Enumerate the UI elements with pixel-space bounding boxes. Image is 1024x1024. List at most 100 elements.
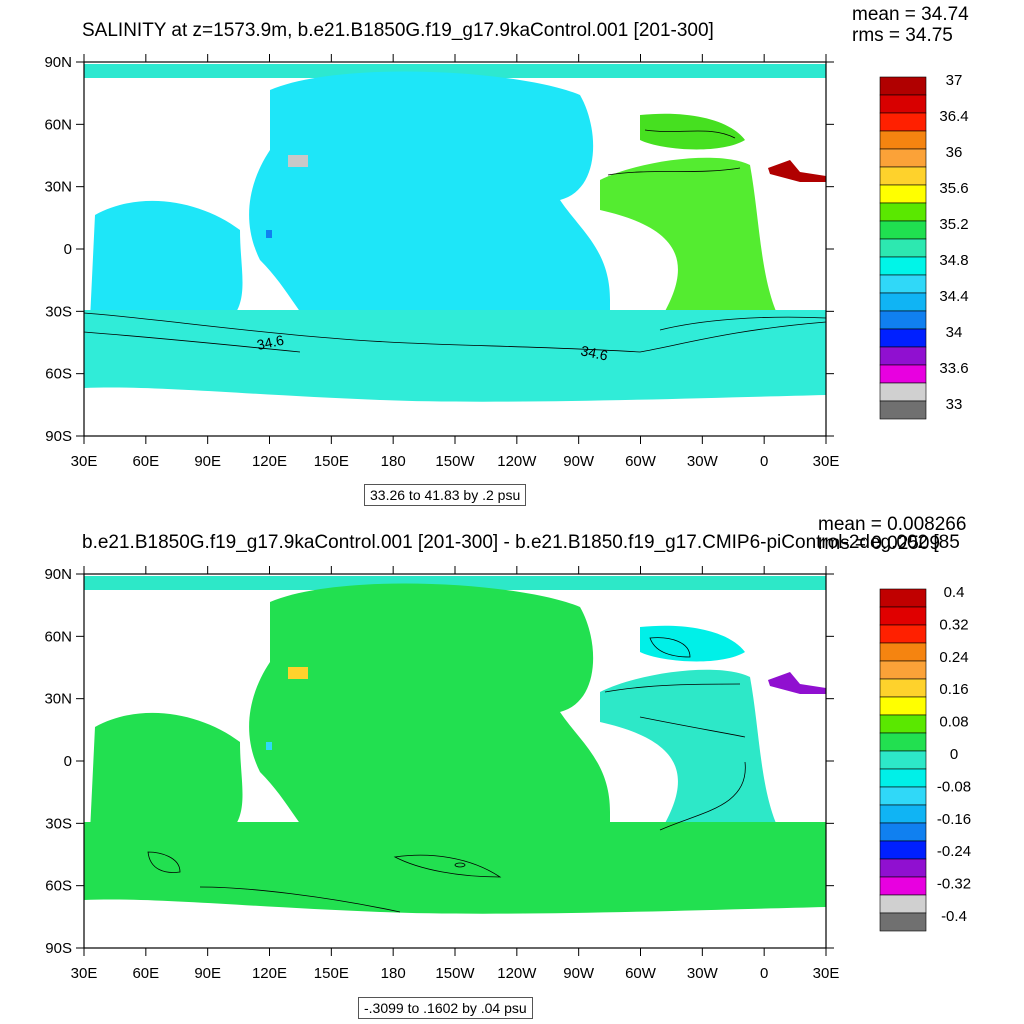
atlantic-ocean	[600, 157, 780, 320]
colorbar-swatch	[879, 876, 927, 896]
colorbar-swatch	[879, 184, 927, 204]
colorbar-swatch	[879, 256, 927, 276]
colorbar-swatch	[879, 130, 927, 150]
colorbar-swatch	[879, 660, 927, 680]
colorbar-label: 34.4	[939, 288, 968, 305]
colorbar-swatch	[879, 696, 927, 716]
panel-title: SALINITY at z=1573.9m, b.e21.B1850G.f19_…	[82, 20, 714, 41]
colorbar-swatch	[879, 894, 927, 914]
colorbar-label: -0.32	[937, 876, 971, 893]
colorbar-swatch	[879, 400, 927, 420]
lat-label: 60S	[45, 366, 72, 383]
lat-label: 60N	[44, 116, 72, 133]
colorbar-swatch	[879, 714, 927, 734]
lat-label: 60N	[44, 628, 72, 645]
lon-label: 150E	[314, 453, 349, 470]
lon-label: 150E	[314, 965, 349, 982]
rms-stat: rms = 0.02509	[818, 533, 940, 554]
colorbar-label: 0.16	[939, 681, 968, 698]
lon-label: 120E	[252, 453, 287, 470]
colorbar-label: 35.6	[939, 180, 968, 197]
lon-label: 90W	[563, 453, 595, 470]
colorbar-label: 0.24	[939, 649, 968, 666]
contour-label: 34.6	[255, 332, 285, 353]
colorbar-label: 33	[946, 396, 963, 413]
southern-ocean	[84, 822, 826, 914]
colorbar-swatch	[879, 912, 927, 932]
colorbar-label: 0.08	[939, 714, 968, 731]
colorbar-label: 0	[950, 746, 958, 763]
colorbar-swatch	[879, 382, 927, 402]
lon-label: 180	[381, 453, 406, 470]
colorbar-label: 35.2	[939, 216, 968, 233]
lon-label: 90E	[194, 965, 221, 982]
colorbar-swatch	[879, 804, 927, 824]
lat-label: 90S	[45, 940, 72, 957]
contour-info-box: -.3099 to .1602 by .04 psu	[358, 997, 533, 1019]
indian-ocean	[90, 712, 243, 832]
mean-stat: mean = 0.008266	[818, 514, 967, 535]
lon-label: 120W	[497, 453, 537, 470]
lon-label: 60W	[625, 453, 657, 470]
colorbar-swatch	[879, 76, 927, 96]
colorbar-swatch	[879, 768, 927, 788]
colorbar-swatch	[879, 166, 927, 186]
colorbar-label: -0.08	[937, 778, 971, 795]
colorbar-swatch	[879, 786, 927, 806]
colorbar-swatch	[879, 220, 927, 240]
lon-label: 120E	[252, 965, 287, 982]
lon-label: 90W	[563, 965, 595, 982]
lat-label: 30S	[45, 303, 72, 320]
colorbar-label: 34.8	[939, 252, 968, 269]
colorbar-swatch	[879, 112, 927, 132]
salinity-panel: SALINITY at z=1573.9m, b.e21.B1850G.f19_…	[44, 5, 969, 506]
colorbar-swatch	[879, 274, 927, 294]
colorbar-swatch	[879, 346, 927, 366]
colorbar-label: 33.6	[939, 360, 968, 377]
colorbar-swatch	[879, 750, 927, 770]
colorbar-label: -0.16	[937, 811, 971, 828]
atlantic-ocean	[600, 669, 780, 832]
arctic-ocean	[84, 64, 826, 78]
anomaly-patch	[288, 155, 308, 167]
contour-label: 34.6	[579, 342, 609, 363]
lon-label: 0	[760, 965, 768, 982]
lon-label: 120W	[497, 965, 537, 982]
lon-label: 60W	[625, 965, 657, 982]
colorbar-label: 34	[946, 324, 963, 341]
colorbar-swatch	[879, 364, 927, 384]
lon-label: 90E	[194, 453, 221, 470]
colorbar-label: 36	[946, 144, 963, 161]
colorbar-swatch	[879, 642, 927, 662]
colorbar-swatch	[879, 310, 927, 330]
lat-label: 0	[64, 241, 72, 258]
lat-label: 90N	[44, 54, 72, 71]
north-atlantic	[640, 113, 745, 150]
colorbar-label: 37	[946, 72, 963, 89]
lat-label: 90S	[45, 428, 72, 445]
colorbar-swatch	[879, 840, 927, 860]
lat-label: 30N	[44, 179, 72, 196]
lon-label: 30W	[687, 965, 719, 982]
lon-label: 60E	[132, 453, 159, 470]
rms-stat: rms = 34.75	[852, 25, 953, 46]
lon-label: 30W	[687, 453, 719, 470]
lat-label: 30S	[45, 815, 72, 832]
colorbar-swatch	[879, 858, 927, 878]
panel-title: b.e21.B1850G.f19_g17.9kaControl.001 [201…	[82, 532, 960, 553]
colorbar-label: -0.24	[937, 843, 971, 860]
colorbar-label: -0.4	[941, 908, 967, 925]
colorbar-swatch	[879, 148, 927, 168]
lon-label: 150W	[435, 453, 475, 470]
mediterranean-outflow	[768, 160, 826, 182]
lon-label: 30E	[813, 453, 840, 470]
pacific-ocean	[249, 71, 610, 345]
salinity-map: 34.6 34.6 90N 60N 30N 0 30S 60S 90S 30E 60E 90E 1…	[44, 54, 969, 470]
colorbar-swatch	[879, 822, 927, 842]
arctic-ocean	[84, 576, 826, 590]
colorbar-swatch	[879, 624, 927, 644]
mediterranean-outflow	[768, 672, 826, 694]
colorbar-label: 0.4	[944, 584, 965, 601]
lat-label: 0	[64, 753, 72, 770]
colorbar-swatch	[879, 292, 927, 312]
